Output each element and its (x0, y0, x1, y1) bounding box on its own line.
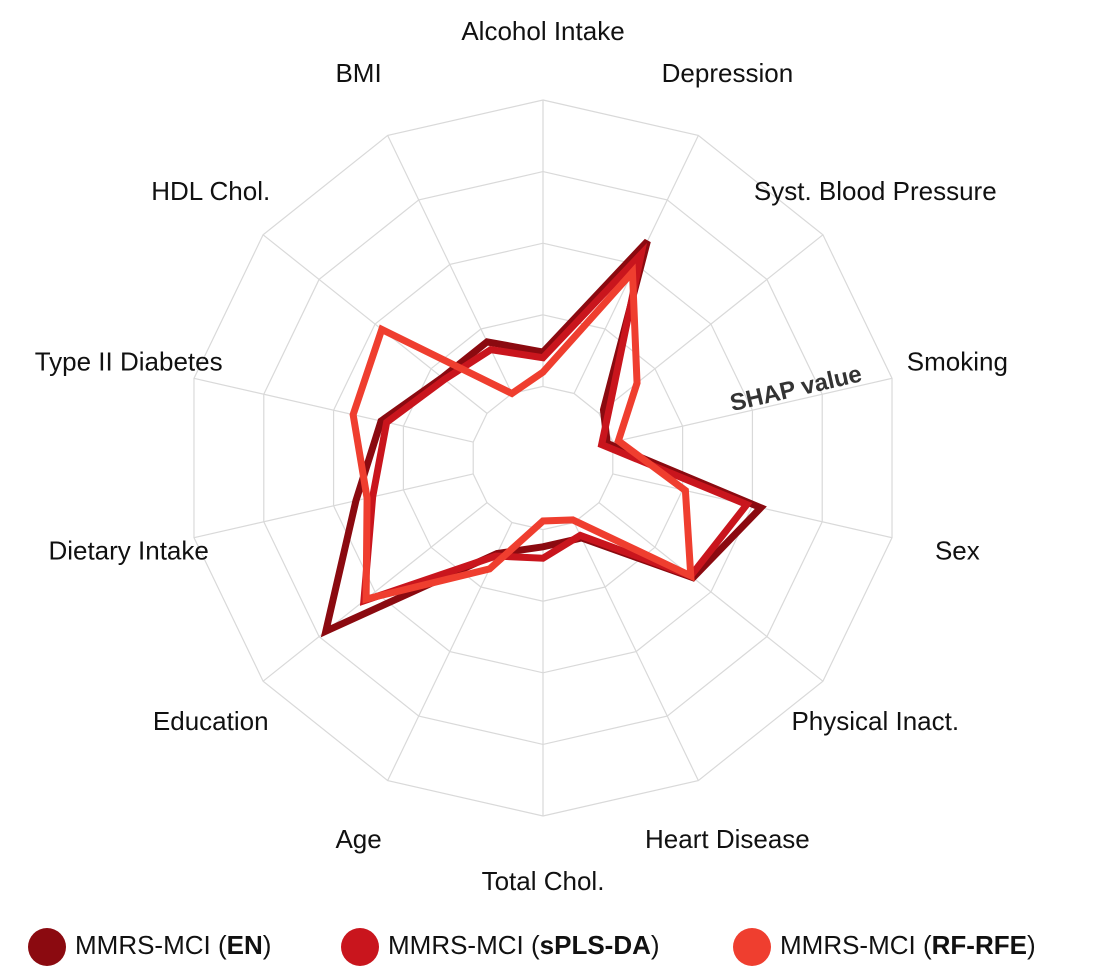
category-label: Physical Inact. (791, 706, 959, 736)
legend-label: MMRS-MCI (RF-RFE) (780, 930, 1036, 960)
spoke (573, 522, 699, 781)
legend-swatch (341, 928, 379, 966)
category-label: Heart Disease (645, 824, 810, 854)
legend-label: MMRS-MCI (sPLS-DA) (388, 930, 660, 960)
spoke (387, 135, 513, 394)
legend-swatch (733, 928, 771, 966)
category-label: Type II Diabetes (35, 346, 223, 376)
category-label: Depression (662, 58, 794, 88)
spoke (612, 377, 893, 443)
legend-label: MMRS-MCI (EN) (75, 930, 271, 960)
grid-ring (472, 385, 614, 531)
series-line (349, 263, 695, 604)
category-label: Education (153, 706, 269, 736)
spoke (193, 377, 474, 443)
category-label: Smoking (907, 346, 1008, 376)
radial-axis-label: SHAP value (728, 361, 865, 418)
spoke (598, 502, 824, 682)
category-label: Sex (935, 535, 980, 565)
spoke (262, 234, 488, 414)
category-label: HDL Chol. (151, 176, 270, 206)
category-label: BMI (335, 58, 381, 88)
category-label: Syst. Blood Pressure (754, 176, 997, 206)
category-label: Total Chol. (482, 866, 605, 896)
category-label: Age (335, 824, 381, 854)
category-label: Alcohol Intake (461, 16, 624, 46)
series-line (359, 242, 753, 606)
category-label: Dietary Intake (48, 535, 208, 565)
spoke (193, 473, 474, 539)
legend-swatch (28, 928, 66, 966)
spoke (262, 502, 488, 682)
